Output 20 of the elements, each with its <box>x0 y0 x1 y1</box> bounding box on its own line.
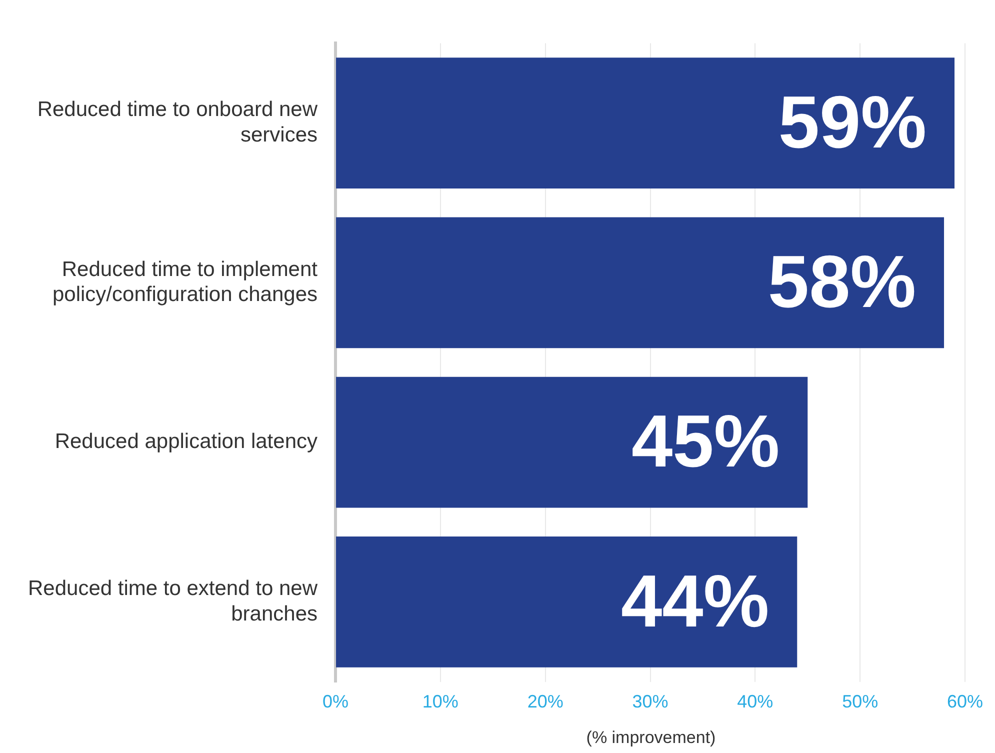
x-tick-label: 30% <box>632 692 668 712</box>
x-tick-label: 0% <box>322 692 349 712</box>
data-label: 44% <box>621 559 770 642</box>
y-tick-label: Reduced time to extend to new branches <box>28 577 318 626</box>
bar <box>336 536 798 668</box>
data-label: 45% <box>632 400 780 483</box>
x-tick-label: 60% <box>946 692 984 712</box>
y-tick-label: Reduced time to implement policy/configuration changes <box>52 258 318 306</box>
x-axis-title: (% improvement) <box>585 728 717 748</box>
x-tick-label: 10% <box>422 692 458 712</box>
bar <box>336 217 944 348</box>
data-label: 58% <box>768 240 916 324</box>
x-tick-label: 40% <box>737 692 774 712</box>
y-tick-label: Reduced application latency <box>54 430 318 454</box>
x-tick-label: 20% <box>527 692 564 712</box>
x-tick-label: 50% <box>842 692 878 712</box>
bar <box>336 376 808 508</box>
y-tick-label: Reduced time to onboard new services <box>37 98 318 146</box>
data-label: 59% <box>778 80 927 164</box>
bar <box>336 58 955 188</box>
